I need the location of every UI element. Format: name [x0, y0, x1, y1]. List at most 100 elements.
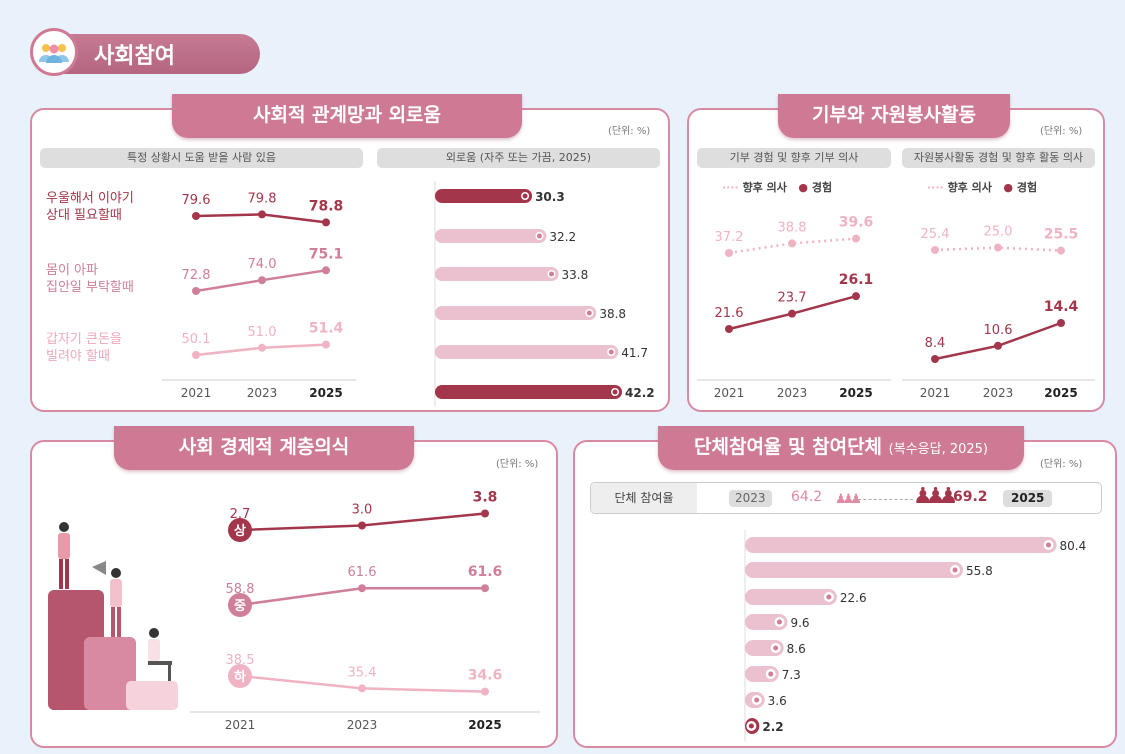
volunteer-point [1057, 319, 1065, 327]
donation-point [725, 249, 733, 257]
people-icon [30, 28, 78, 76]
volunteer-point [931, 246, 939, 254]
class-data-label: 34.6 [468, 668, 503, 684]
loneliness-value-label: 38.8 [599, 307, 626, 321]
series-label-1: 우울해서 이야기 상대 필요할때 [46, 191, 134, 223]
org-bar [745, 562, 964, 578]
year-2025-badge: 2025 [1003, 490, 1053, 507]
class-badge-label: 하 [234, 669, 246, 685]
loneliness-bar-dot [549, 271, 555, 277]
org-bar-dot [754, 697, 760, 703]
help-point [322, 340, 330, 349]
volunteer-data-label: 14.4 [1044, 299, 1079, 315]
class-data-label: 2.7 [230, 507, 251, 522]
donation-point [725, 325, 733, 333]
org-value-label: 80.4 [1060, 539, 1087, 553]
donation-point [852, 234, 860, 243]
org-value-label: 7.3 [782, 668, 801, 682]
volunteer-x-tick: 2023 [983, 386, 1014, 400]
loneliness-bar [435, 229, 547, 243]
class-x-tick: 2021 [225, 718, 256, 732]
participation-rate-box: 단체 참여율 2023 64.2 ♟♟♟ ♟♟♟ 69.2 2025 [590, 482, 1102, 514]
class-data-label: 61.6 [348, 565, 377, 580]
panel1-title: 사회적 관계망과 외로움 [172, 94, 522, 138]
donation-x-tick: 2025 [839, 386, 872, 400]
org-bar [745, 537, 1057, 553]
help-x-tick: 2021 [181, 386, 212, 400]
page-title: 사회참여 [94, 44, 175, 69]
loneliness-value-label: 41.7 [621, 346, 648, 360]
help-data-label: 51.0 [248, 325, 277, 340]
loneliness-bar [435, 267, 559, 281]
org-bar [745, 589, 837, 605]
loneliness-bar-dot [522, 193, 528, 199]
help-data-label: 75.1 [309, 246, 344, 262]
people-icon-large: ♟♟♟ [913, 484, 958, 509]
donation-point [788, 309, 796, 318]
donation-data-label: 38.8 [778, 220, 807, 235]
people-icon-small: ♟♟♟ [835, 492, 862, 507]
class-x-tick: 2023 [347, 718, 378, 732]
help-point [258, 276, 266, 285]
org-value-label: 22.6 [840, 591, 867, 605]
loneliness-bar-dot [608, 349, 614, 355]
org-bar-dot [826, 594, 832, 600]
help-data-label: 72.8 [182, 268, 211, 283]
class-badge [228, 518, 252, 542]
org-bar-dot [952, 567, 958, 573]
org-bar-dot [768, 671, 774, 677]
series-label-2: 몸이 아파 집안일 부탁할때 [46, 263, 134, 295]
help-point [192, 351, 200, 359]
legend-donation: ···· 향후 의사 ● 경험 [722, 181, 833, 194]
class-point [358, 684, 366, 693]
class-point [481, 584, 489, 593]
class-point [481, 687, 489, 696]
class-data-label: 35.4 [348, 665, 377, 680]
help-point [322, 266, 330, 275]
class-data-label: 58.8 [226, 582, 255, 597]
class-data-label: 3.0 [352, 503, 373, 518]
help-data-label: 79.6 [182, 193, 211, 208]
org-bar-dot [773, 645, 779, 651]
panel1-left-subtitle: 특정 상황시 도움 받을 사람 있음 [40, 148, 363, 168]
help-point [258, 343, 266, 352]
help-data-label: 78.8 [309, 198, 344, 214]
class-point [358, 521, 366, 530]
volunteer-x-tick: 2021 [920, 386, 951, 400]
help-point [322, 218, 330, 227]
org-value-label: 2.2 [762, 720, 783, 734]
rate-label: 단체 참여율 [591, 483, 697, 513]
people-on-bars-illustration [48, 522, 178, 710]
loneliness-value-label: 30.3 [535, 190, 565, 204]
panel4-unit: (단위: %) [1040, 459, 1083, 470]
class-badge-label: 상 [234, 524, 246, 539]
org-bar-dot [748, 723, 754, 729]
panel2-title: 기부와 자원봉사활동 [778, 94, 1010, 138]
loneliness-value-label: 32.2 [549, 230, 576, 244]
class-badge [228, 664, 252, 688]
org-value-label: 3.6 [768, 694, 787, 708]
loneliness-value-label: 42.2 [625, 386, 655, 400]
help-point [258, 210, 266, 219]
panel3-title: 사회 경제적 계층의식 [114, 426, 414, 470]
help-data-label: 50.1 [182, 332, 211, 347]
help-data-label: 79.8 [248, 191, 277, 206]
volunteer-data-label: 8.4 [925, 336, 946, 351]
org-bar-dot [776, 619, 782, 625]
loneliness-value-label: 33.8 [562, 268, 589, 282]
volunteer-point [1057, 246, 1065, 255]
org-value-label: 9.6 [790, 616, 809, 630]
class-badge [228, 593, 252, 617]
class-data-label: 61.6 [468, 564, 503, 580]
help-x-tick: 2025 [309, 386, 342, 400]
volunteer-data-label: 25.5 [1044, 227, 1079, 243]
rate-2023: 64.2 [791, 489, 823, 505]
panel1-unit: (단위: %) [608, 126, 651, 137]
donation-point [852, 292, 860, 301]
org-bar-dot [1046, 542, 1052, 548]
volunteer-data-label: 10.6 [984, 323, 1013, 338]
class-badge-label: 중 [234, 599, 246, 614]
panel3-unit: (단위: %) [496, 459, 539, 470]
donation-x-tick: 2021 [714, 386, 745, 400]
help-data-label: 74.0 [248, 257, 277, 272]
